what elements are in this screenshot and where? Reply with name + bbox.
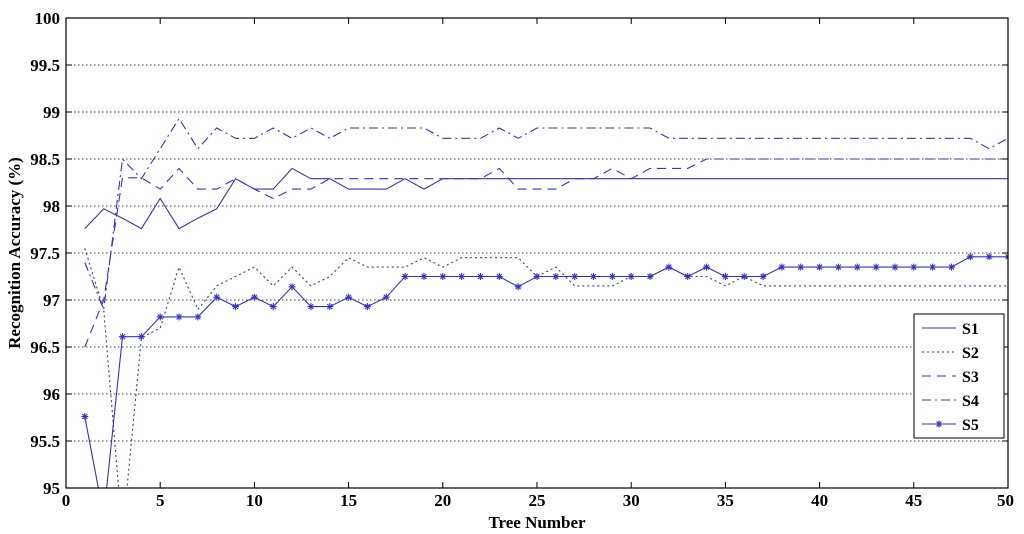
- series-group: [81, 117, 1008, 520]
- y-tick-label: 98.5: [30, 150, 60, 169]
- series-s5-marker: [684, 273, 692, 280]
- x-tick-label: 10: [246, 491, 263, 510]
- series-s5-marker: [778, 263, 786, 271]
- series-s5-marker: [250, 293, 258, 301]
- y-tick-label: 96.5: [30, 338, 60, 357]
- series-s5-marker: [935, 420, 943, 428]
- y-tick-label: 100: [35, 9, 61, 28]
- series-s5-marker: [759, 273, 767, 280]
- series-s5-marker: [213, 293, 221, 301]
- series-s5-marker: [872, 263, 880, 271]
- x-tick-label: 15: [340, 491, 357, 510]
- series-s5-marker: [891, 263, 899, 271]
- series-s5-marker: [476, 273, 484, 280]
- x-tick-label: 50: [997, 491, 1014, 510]
- series-s5-marker: [947, 263, 955, 271]
- series-s5-marker: [345, 293, 353, 301]
- x-tick-label: 45: [905, 491, 922, 510]
- series-s5-marker: [929, 263, 937, 271]
- x-tick-label: 35: [717, 491, 734, 510]
- x-tick-label: 30: [623, 491, 640, 510]
- legend-label-s5: S5: [962, 417, 979, 434]
- series-s5-marker: [533, 273, 541, 280]
- series-s5-marker: [458, 273, 466, 280]
- series-s5-marker: [740, 273, 748, 280]
- series-s4-line: [84, 117, 1008, 312]
- series-s3-line: [84, 158, 1008, 348]
- y-tick-label: 97: [43, 291, 61, 310]
- series-s5-marker: [175, 313, 183, 321]
- series-s5-marker: [552, 273, 560, 280]
- series-s5-marker: [382, 293, 390, 301]
- series-s5-marker: [627, 273, 635, 280]
- legend-box: [913, 313, 1005, 439]
- legend-label-s4: S4: [962, 393, 979, 410]
- series-s5-marker: [1004, 253, 1008, 261]
- series-s5-marker: [363, 303, 371, 311]
- x-tick-label: 0: [62, 491, 71, 510]
- x-tick-label: 5: [156, 491, 165, 510]
- series-s5-marker: [834, 263, 842, 271]
- series-s5-marker: [269, 303, 277, 311]
- legend: S1 S2 S3 S4 S5: [913, 313, 1005, 439]
- series-s5-marker: [232, 303, 240, 311]
- x-tick-label: 20: [434, 491, 451, 510]
- series-s5-marker: [608, 273, 616, 280]
- y-axis-label: Recognition Accuracy (%): [5, 157, 24, 349]
- series-s2-line: [84, 248, 1008, 488]
- series-s5-marker: [137, 333, 145, 341]
- series-s5-marker: [910, 263, 918, 271]
- series-s5-marker: [514, 283, 522, 291]
- series-s5-marker: [797, 263, 805, 271]
- series-s5-marker: [100, 513, 107, 520]
- series-s5-marker: [81, 413, 89, 421]
- series-s5-marker: [816, 263, 824, 271]
- series-s5-marker: [703, 263, 711, 271]
- y-tick-label: 95: [43, 479, 60, 498]
- series-s5-marker: [495, 273, 503, 280]
- y-tick-label: 99: [43, 103, 60, 122]
- series-s5-marker: [966, 253, 974, 261]
- y-tick-label: 97.5: [30, 244, 60, 263]
- series-s5-marker: [420, 273, 428, 280]
- series-s5-marker: [307, 303, 315, 311]
- series-s5-marker: [288, 283, 296, 291]
- series-s5-marker: [401, 273, 409, 280]
- series-s5-marker: [571, 273, 579, 280]
- y-tick-label: 98: [43, 197, 60, 216]
- series-s5-marker: [439, 273, 447, 280]
- series-s5-marker: [326, 303, 334, 311]
- ticks: 95 95.5 96 96.5 97 97.5 98 98.5 99 99.5 100 0 5 10 15 2…: [30, 9, 1014, 510]
- series-s5-marker: [646, 273, 654, 280]
- y-tick-label: 95.5: [30, 432, 60, 451]
- x-tick-label: 25: [529, 491, 546, 510]
- x-tick-label: 40: [811, 491, 828, 510]
- legend-label-s2: S2: [962, 345, 979, 362]
- y-tick-label: 99.5: [30, 56, 60, 75]
- series-s5-marker: [194, 313, 202, 321]
- series-s5-marker: [665, 263, 673, 271]
- series-s5-marker: [590, 273, 598, 280]
- legend-label-s3: S3: [962, 369, 979, 386]
- series-s5-marker: [119, 333, 127, 341]
- series-s5-marker: [721, 273, 729, 280]
- legend-label-s1: S1: [962, 321, 979, 338]
- series-s5-marker: [853, 263, 861, 271]
- series-s5-marker: [985, 253, 993, 261]
- x-axis-label: Tree Number: [488, 513, 586, 532]
- series-s5-marker: [156, 313, 164, 321]
- y-tick-label: 96: [43, 385, 60, 404]
